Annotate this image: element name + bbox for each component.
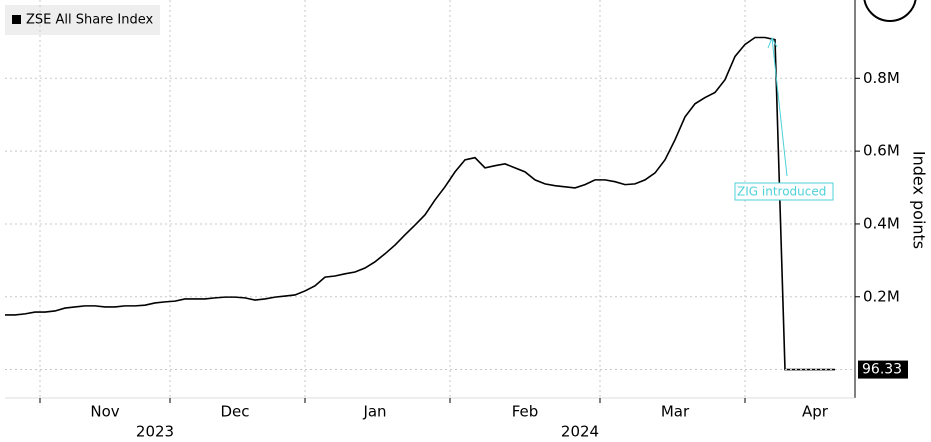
line-series xyxy=(5,36,835,371)
x-tick-label: Mar xyxy=(661,403,690,421)
legend-box xyxy=(5,5,160,35)
x-tick-label: Jan xyxy=(362,403,386,421)
legend-label: ZSE All Share Index xyxy=(26,13,153,28)
corner-button[interactable] xyxy=(863,0,917,22)
y-tick-label: 0.6M xyxy=(863,142,900,160)
x-tick-label: Nov xyxy=(90,403,119,421)
last-value-label: 96.33 xyxy=(862,362,902,378)
y-axis-title: Index points xyxy=(910,151,929,249)
annotation-arrow xyxy=(771,37,788,177)
annotation-arrowhead xyxy=(767,36,778,49)
x-tick-label: Dec xyxy=(220,403,249,421)
last-value-tag xyxy=(858,360,908,379)
x-tick-label: Feb xyxy=(512,403,539,421)
y-tick-label: 0.4M xyxy=(863,214,900,232)
x-year-label: 2024 xyxy=(561,423,599,441)
y-tick-label: 0.2M xyxy=(863,287,900,305)
annotation-text: ZIG introduced xyxy=(737,185,826,199)
annotation-box xyxy=(734,182,834,201)
y-tick-label: 0.8M xyxy=(863,69,900,87)
legend-swatch xyxy=(12,15,21,24)
x-tick-label: Apr xyxy=(802,403,829,421)
x-year-label: 2023 xyxy=(136,423,174,441)
